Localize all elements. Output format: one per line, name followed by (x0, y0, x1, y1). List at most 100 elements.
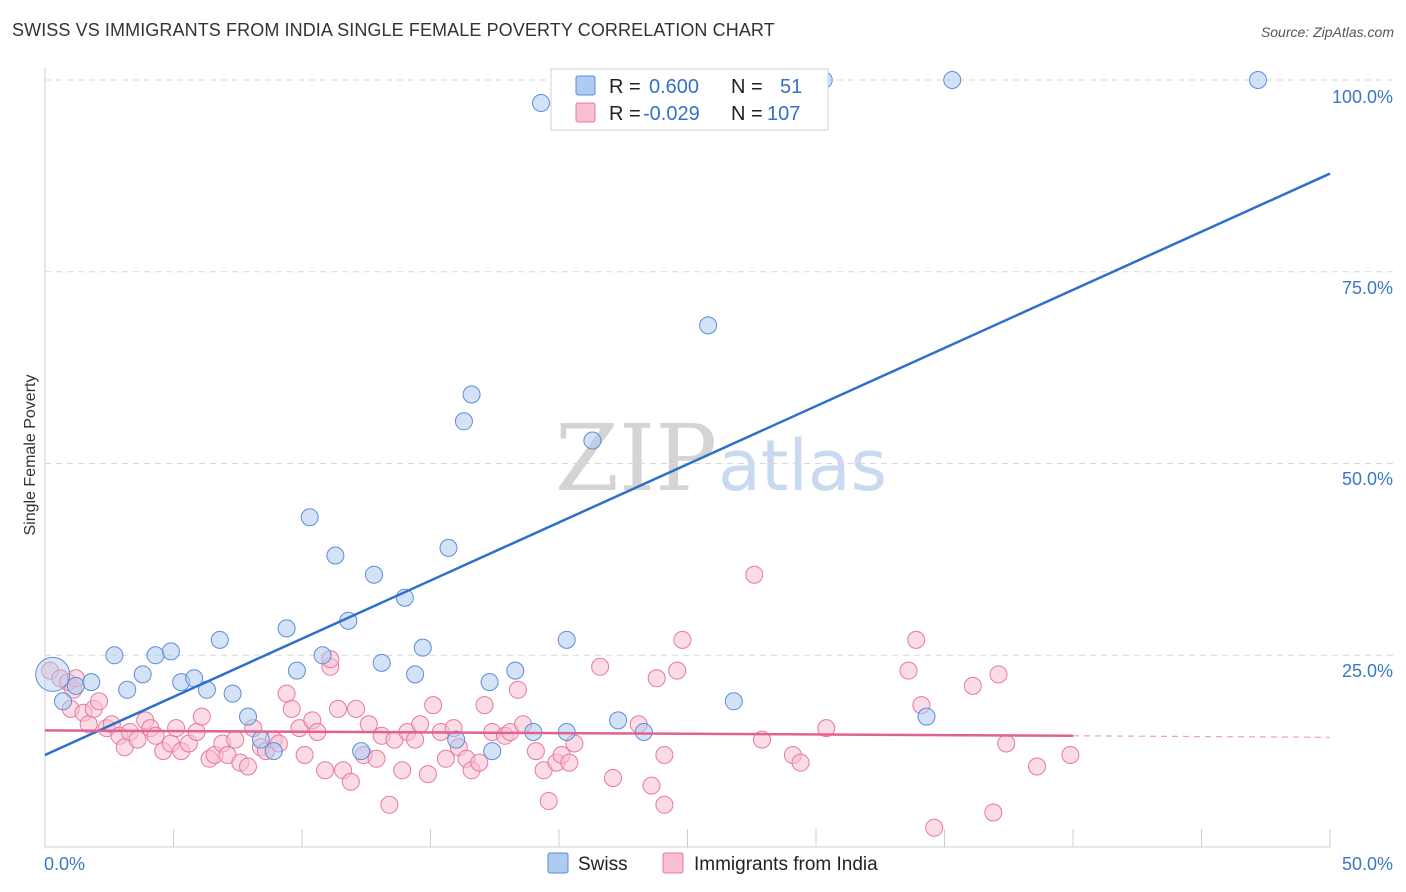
watermark-atlas: atlas (718, 425, 887, 507)
india-point (226, 730, 245, 749)
legend-swatch-india (575, 102, 596, 123)
india-point (436, 749, 455, 768)
swiss-point (300, 508, 319, 527)
swiss-point (634, 723, 653, 741)
swiss-point (239, 707, 257, 726)
india-point (526, 742, 545, 761)
india-point (239, 757, 257, 776)
swiss-point (439, 538, 458, 557)
india-point (380, 795, 399, 814)
swiss-point (583, 431, 602, 450)
india-point (316, 761, 335, 780)
swiss-point (1249, 71, 1267, 89)
india-point (406, 730, 425, 749)
chart-title: SWISS VS IMMIGRANTS FROM INDIA SINGLE FE… (12, 20, 775, 40)
swiss-point (532, 94, 550, 112)
india-point (539, 792, 558, 810)
swiss-point (277, 619, 296, 638)
swiss-point (943, 71, 962, 89)
legend-n-value-swiss: 51 (780, 76, 802, 98)
india-point (925, 818, 944, 837)
india-point (560, 753, 579, 772)
bottom-legend-swatch-swiss (547, 852, 569, 874)
india-point (367, 749, 386, 768)
india-point (655, 746, 674, 764)
trend-line-india-extension (1072, 735, 1331, 738)
swiss-point (406, 665, 425, 684)
swiss-point (264, 742, 283, 761)
india-point (963, 676, 982, 695)
source-label: Source: ZipAtlas.com (1260, 24, 1394, 40)
swiss-point (557, 630, 576, 649)
bottom-legend-label-india: Immigrants from India (694, 854, 878, 875)
legend-frame (550, 68, 829, 131)
india-point (411, 715, 430, 734)
legend-n-label-swiss: N = (731, 76, 763, 98)
watermark-zip: ZIP (555, 405, 717, 512)
india-point (997, 734, 1016, 753)
bottom-legend: Swiss Immigrants from India (547, 852, 878, 875)
trend-line-swiss (44, 172, 1331, 757)
india-point (90, 692, 108, 711)
swiss-point (413, 638, 432, 657)
swiss-point (35, 656, 71, 692)
india-point (791, 753, 810, 772)
india-point (1061, 746, 1080, 764)
india-point (295, 746, 314, 764)
india-point (984, 803, 1003, 822)
swiss-point (118, 680, 137, 699)
swiss-point (917, 707, 936, 726)
legend-r-label-swiss: R = (609, 76, 641, 98)
y-tick-label-100: 100.0% (1332, 87, 1393, 107)
india-point (167, 719, 186, 738)
legend-r-value-swiss: 0.600 (649, 76, 699, 98)
legend-swatch-swiss (575, 75, 596, 96)
india-point (591, 657, 610, 676)
india-point (655, 795, 674, 814)
bottom-legend-swatch-india (662, 852, 684, 874)
swiss-point (105, 646, 124, 665)
swiss-point (699, 316, 718, 335)
india-point (347, 699, 365, 718)
india-point (604, 769, 622, 787)
india-point (282, 699, 301, 718)
x-tick-label-max: 50.0% (1342, 854, 1393, 874)
india-point (470, 753, 489, 772)
india-point (508, 680, 527, 699)
india-point (393, 761, 412, 780)
swiss-point (724, 692, 743, 711)
x-tick-label-min: 0.0% (44, 854, 85, 874)
swiss-point (313, 646, 332, 665)
swiss-point (326, 546, 345, 565)
india-point (899, 661, 918, 680)
swiss-point (133, 665, 152, 684)
swiss-point (352, 742, 371, 761)
swiss-point (483, 742, 502, 761)
y-axis-label: Single Female Poverty (22, 375, 39, 536)
india-point (668, 661, 687, 680)
india-points (41, 565, 1080, 837)
swiss-point (480, 673, 499, 692)
y-tick-label-25: 25.0% (1342, 661, 1393, 681)
axes (44, 68, 1331, 848)
india-point (642, 776, 661, 795)
swiss-point (609, 711, 628, 730)
india-point (817, 719, 836, 738)
swiss-point (454, 412, 473, 431)
swiss-point (54, 692, 72, 711)
legend-box: R = 0.600 N = 51 R = -0.029 N = 107 (550, 68, 829, 131)
india-point (989, 665, 1008, 684)
india-point (673, 630, 692, 649)
india-point (418, 765, 437, 784)
india-point (341, 772, 360, 791)
india-point (647, 669, 666, 688)
legend-r-label-india: R = (609, 103, 641, 125)
india-point (745, 565, 764, 584)
swiss-point (365, 565, 383, 584)
swiss-point (223, 684, 242, 703)
india-point (907, 630, 926, 649)
swiss-point (506, 661, 525, 680)
india-point (192, 707, 211, 726)
swiss-point (447, 730, 466, 749)
